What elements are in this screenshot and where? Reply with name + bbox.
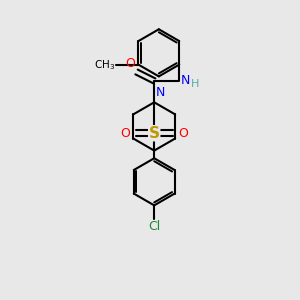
Text: H: H: [190, 79, 199, 89]
Text: N: N: [156, 86, 165, 99]
Text: CH$_3$: CH$_3$: [94, 58, 115, 71]
Text: N: N: [181, 74, 190, 87]
Text: S: S: [149, 126, 160, 141]
Text: O: O: [178, 127, 188, 140]
Text: O: O: [120, 127, 130, 140]
Text: O: O: [125, 58, 135, 70]
Text: Cl: Cl: [148, 220, 160, 233]
